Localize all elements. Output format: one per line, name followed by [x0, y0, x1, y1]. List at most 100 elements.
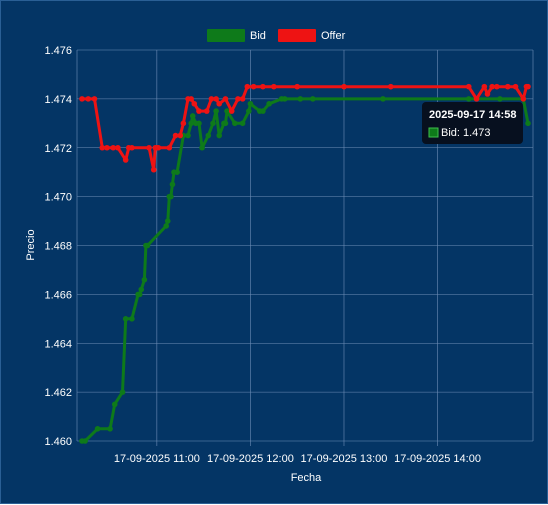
data-point-offer[interactable] [271, 83, 277, 90]
data-point-bid[interactable] [224, 108, 230, 114]
data-point-bid[interactable] [205, 132, 212, 139]
data-point-offer[interactable] [150, 166, 157, 173]
data-point-bid[interactable] [141, 276, 148, 283]
data-point-offer[interactable] [208, 96, 215, 102]
data-point-bid[interactable] [129, 316, 135, 322]
data-point-offer[interactable] [520, 96, 527, 102]
data-point-bid[interactable] [222, 120, 229, 127]
data-point-bid[interactable] [82, 438, 88, 444]
y-tick-label: 1.468 [44, 241, 72, 253]
data-point-bid[interactable] [94, 425, 101, 432]
data-point-bid[interactable] [174, 169, 180, 175]
data-point-offer[interactable] [115, 144, 121, 151]
data-point-bid[interactable] [168, 193, 174, 200]
data-point-offer[interactable] [525, 83, 531, 90]
data-point-offer[interactable] [481, 83, 488, 90]
data-point-offer[interactable] [191, 100, 198, 107]
data-point-offer[interactable] [79, 96, 85, 102]
series [79, 83, 531, 444]
data-point-offer[interactable] [239, 96, 246, 102]
data-point-offer[interactable] [177, 132, 184, 139]
data-point-offer[interactable] [172, 132, 179, 139]
data-point-offer[interactable] [494, 83, 500, 90]
data-point-offer[interactable] [484, 91, 491, 97]
data-point-bid[interactable] [136, 291, 143, 298]
data-point-offer[interactable] [465, 83, 472, 90]
data-point-bid[interactable] [107, 425, 113, 432]
data-point-offer[interactable] [489, 83, 495, 90]
y-tick-label: 1.474 [44, 94, 72, 106]
data-point-bid[interactable] [119, 389, 126, 395]
data-point-bid[interactable] [525, 120, 531, 127]
data-point-bid[interactable] [111, 401, 118, 408]
data-point-bid[interactable] [188, 120, 194, 127]
data-point-offer[interactable] [213, 96, 219, 102]
data-point-bid[interactable] [213, 108, 219, 114]
data-point-bid[interactable] [144, 242, 151, 249]
data-point-offer[interactable] [222, 96, 229, 102]
data-point-offer[interactable] [260, 83, 266, 90]
data-point-offer[interactable] [129, 144, 135, 151]
data-point-offer[interactable] [235, 96, 241, 102]
x-tick-label: 17-09-2025 14:00 [394, 453, 481, 465]
data-point-bid[interactable] [247, 100, 254, 107]
series-offer [79, 83, 531, 173]
data-point-offer[interactable] [203, 108, 210, 114]
data-point-bid[interactable] [216, 132, 223, 139]
axes: 1.476 1.474 1.472 1.470 1.468 1.466 1.464 1.462… [44, 45, 481, 465]
data-point-bid[interactable] [297, 96, 304, 102]
data-point-bid[interactable] [210, 120, 216, 127]
data-point-bid[interactable] [199, 144, 205, 151]
data-point-bid[interactable] [266, 100, 272, 107]
data-point-offer[interactable] [155, 144, 162, 151]
data-point-bid[interactable] [189, 113, 196, 119]
y-tick-label: 1.464 [44, 338, 72, 350]
data-point-offer[interactable] [85, 96, 92, 102]
x-tick-label: 17-09-2025 12:00 [207, 453, 294, 465]
data-point-bid[interactable] [196, 120, 202, 127]
data-point-offer[interactable] [341, 83, 347, 90]
data-point-offer[interactable] [294, 83, 301, 90]
y-tick-label: 1.470 [44, 192, 72, 204]
data-point-offer[interactable] [473, 96, 480, 102]
data-point-offer[interactable] [228, 108, 235, 114]
legend-label-offer: Offer [321, 30, 346, 42]
data-point-offer[interactable] [512, 83, 519, 90]
data-point-offer[interactable] [110, 144, 116, 151]
data-point-bid[interactable] [281, 96, 288, 102]
data-point-offer[interactable] [104, 144, 110, 151]
data-point-bid[interactable] [239, 120, 246, 127]
data-point-offer[interactable] [166, 144, 173, 151]
data-point-bid[interactable] [497, 96, 503, 102]
legend-item-offer[interactable]: Offer [278, 29, 346, 42]
data-point-offer[interactable] [99, 144, 106, 151]
data-point-bid[interactable] [232, 120, 238, 127]
data-point-bid[interactable] [309, 96, 316, 102]
data-point-offer[interactable] [122, 157, 129, 163]
data-point-bid[interactable] [465, 96, 472, 102]
data-point-offer[interactable] [244, 83, 251, 90]
data-point-offer[interactable] [91, 96, 98, 102]
data-point-offer[interactable] [504, 83, 511, 90]
data-point-bid[interactable] [163, 223, 170, 229]
data-point-offer[interactable] [216, 100, 223, 107]
data-point-bid[interactable] [380, 96, 386, 102]
data-point-bid[interactable] [169, 181, 176, 188]
series-bid [79, 96, 531, 444]
legend[interactable]: Bid Offer [207, 29, 346, 42]
data-point-bid[interactable] [164, 218, 171, 224]
legend-swatch-offer [278, 29, 316, 42]
data-point-offer[interactable] [146, 144, 152, 151]
data-point-bid[interactable] [122, 316, 129, 322]
data-point-bid[interactable] [138, 286, 145, 293]
data-point-offer[interactable] [180, 120, 187, 127]
data-point-offer[interactable] [196, 108, 202, 114]
data-point-offer[interactable] [188, 96, 194, 102]
data-point-bid[interactable] [260, 108, 266, 114]
data-point-offer[interactable] [387, 83, 394, 90]
legend-item-bid[interactable]: Bid [207, 29, 266, 42]
data-point-offer[interactable] [250, 83, 257, 90]
data-point-bid[interactable] [185, 132, 191, 139]
data-point-bid[interactable] [246, 108, 252, 114]
